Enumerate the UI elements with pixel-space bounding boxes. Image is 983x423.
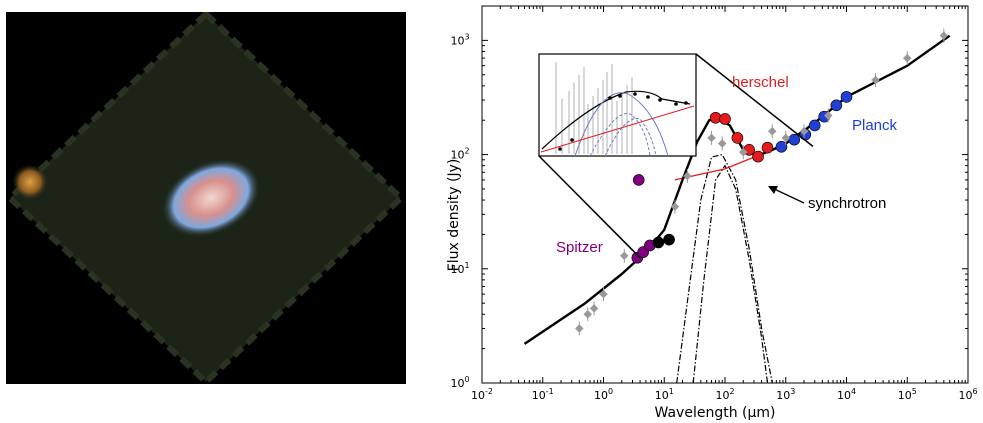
axis-ticks: 10-2 10-1 100 101 102 103 104 105 106 100 101 102 10… — [450, 6, 978, 402]
dust-component-curve — [692, 164, 769, 384]
x-tick-label: 102 — [715, 387, 734, 402]
archival-point — [707, 133, 716, 143]
x-tick-label: 101 — [655, 387, 674, 402]
inset-dust-curve — [589, 113, 651, 157]
black-point — [652, 236, 665, 249]
herschel-point — [752, 150, 764, 163]
annotations: herschel Planck Spitzer synchrotron — [556, 74, 898, 256]
archival-point — [717, 139, 727, 148]
inset-data-point — [684, 101, 688, 105]
inset-dust-curve — [604, 117, 657, 157]
planck-point — [840, 91, 853, 103]
inset-data-point — [618, 94, 622, 98]
inset-data-point — [558, 147, 562, 151]
y-tick-label: 101 — [450, 261, 469, 276]
inset-connector — [538, 155, 641, 259]
spitzer-label: Spitzer — [556, 239, 603, 256]
crab-nebula-image — [6, 12, 406, 384]
inset-data-point — [633, 92, 637, 96]
y-tick-label: 102 — [450, 147, 469, 162]
inset-data-point — [570, 138, 574, 142]
x-tick-label: 10-1 — [532, 387, 554, 402]
inset-dust-curve — [574, 92, 669, 157]
planck-point — [775, 140, 788, 153]
herschel-point — [719, 113, 731, 125]
archival-point — [620, 251, 629, 261]
inset-total-curve — [541, 90, 691, 150]
x-tick-label: 104 — [837, 387, 856, 402]
planck-point — [788, 133, 801, 146]
archival-point — [768, 127, 777, 136]
black-point — [663, 233, 675, 246]
inset-data-point — [608, 96, 612, 100]
dust-component-curve — [676, 153, 773, 384]
synchrotron-label: synchrotron — [808, 195, 886, 212]
inset-data-point — [646, 95, 650, 99]
archival-point — [589, 304, 599, 313]
x-tick-label: 10-2 — [471, 387, 493, 402]
y-tick-label: 100 — [450, 375, 469, 390]
inset-data-point — [674, 102, 678, 106]
herschel-point — [761, 141, 774, 154]
archival-point — [903, 53, 912, 63]
archival-point — [599, 289, 608, 299]
herschel-point — [731, 132, 744, 144]
x-axis-label: Wavelength (μm) — [655, 405, 776, 421]
inset-data-point — [658, 98, 662, 102]
data-points — [575, 28, 949, 336]
left-source — [12, 164, 48, 200]
inset-synchrotron-line — [540, 105, 695, 153]
planck-point — [808, 119, 821, 132]
y-tick-label: 103 — [450, 32, 469, 47]
planck-label: Planck — [852, 117, 898, 134]
herschel-label: herschel — [732, 74, 789, 91]
archival-point — [583, 309, 592, 319]
synchrotron-arrowhead — [768, 186, 778, 194]
x-tick-label: 106 — [958, 387, 977, 402]
inset-panel — [538, 53, 814, 259]
inset-connector — [695, 53, 814, 147]
y-axis-label: Flux density (Jy) — [446, 159, 462, 272]
x-tick-label: 103 — [776, 387, 795, 402]
x-tick-label: 100 — [594, 387, 613, 402]
spitzer-point — [632, 174, 645, 186]
archival-point — [575, 324, 584, 333]
nebula — [161, 158, 261, 238]
x-tick-label: 105 — [898, 387, 917, 402]
planck-point — [830, 99, 843, 112]
sky-map — [6, 12, 406, 384]
